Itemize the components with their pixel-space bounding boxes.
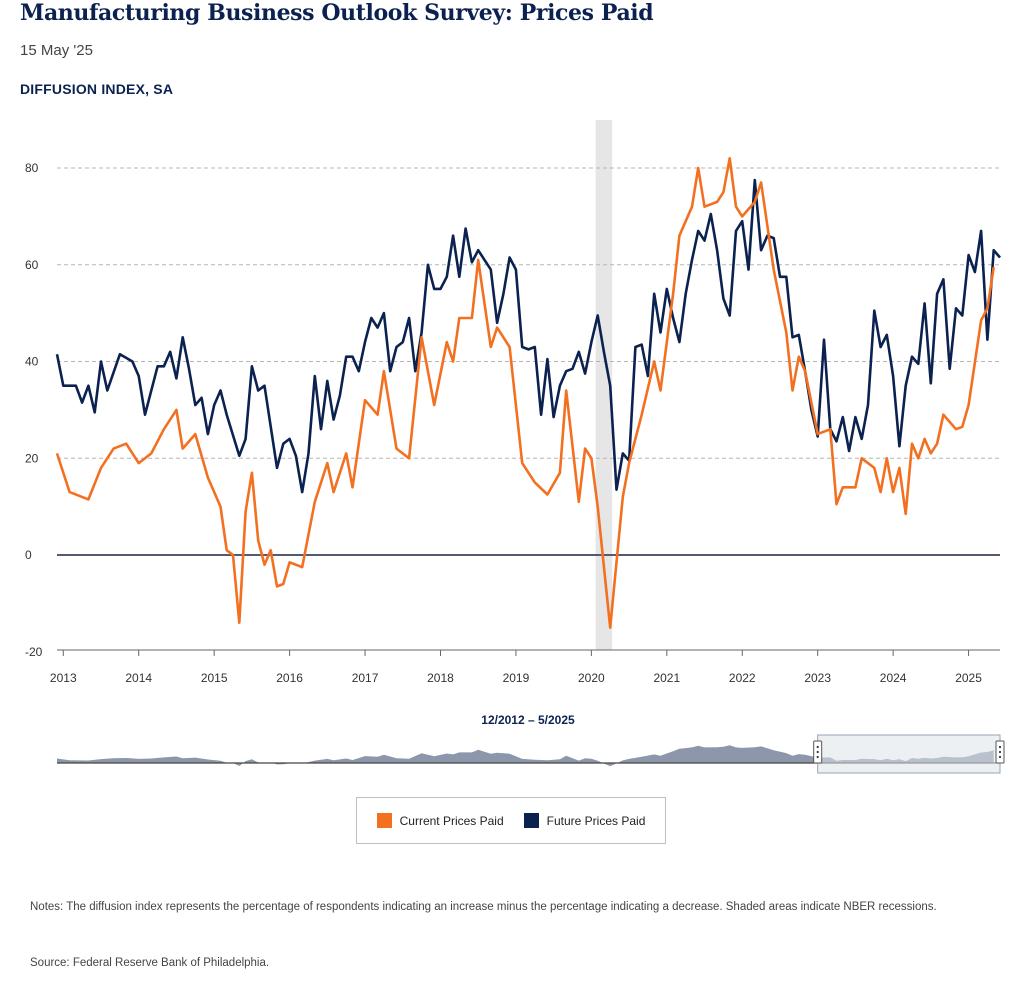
y-tick-label: 60 bbox=[25, 258, 39, 272]
handle-dot bbox=[998, 750, 1002, 754]
range-navigator[interactable] bbox=[57, 734, 1005, 774]
legend: Current Prices Paid Future Prices Paid bbox=[356, 797, 666, 844]
future-swatch bbox=[523, 813, 539, 828]
chart-title: Manufacturing Business Outlook Survey: P… bbox=[20, 0, 654, 26]
release-date: 15 May '25 bbox=[20, 42, 93, 59]
y-tick-label: -20 bbox=[25, 645, 43, 659]
grid-lines bbox=[57, 167, 1000, 556]
x-tick-label: 2025 bbox=[955, 671, 982, 685]
y-tick-label: 20 bbox=[25, 451, 39, 465]
y-tick-label: 40 bbox=[25, 355, 39, 369]
handle-dot bbox=[816, 750, 819, 754]
x-tick-label: 2016 bbox=[276, 671, 303, 685]
x-tick-label: 2019 bbox=[503, 671, 530, 685]
notes: Notes: The diffusion index represents th… bbox=[30, 901, 937, 913]
x-axis: 2013 2014 2015 2016 2017 2018 2019 2020 2021 2022… bbox=[50, 649, 1000, 685]
y-tick-label: 80 bbox=[25, 161, 39, 175]
navigator-window bbox=[817, 734, 1001, 774]
navigator-range-label: 12/2012 – 5/2025 bbox=[481, 713, 575, 727]
x-tick-label: 2017 bbox=[352, 671, 379, 685]
y-tick-label: 0 bbox=[25, 548, 32, 562]
x-tick-label: 2021 bbox=[653, 671, 680, 685]
series-group bbox=[55, 157, 1001, 629]
future-prices-line bbox=[55, 178, 1001, 494]
legend-label-current: Current Prices Paid bbox=[399, 813, 504, 828]
x-tick-label: 2013 bbox=[50, 671, 77, 685]
handle-dot bbox=[998, 755, 1002, 759]
legend-item-current[interactable]: Current Prices Paid bbox=[376, 813, 504, 828]
source: Source: Federal Reserve Bank of Philadel… bbox=[30, 957, 270, 969]
x-tick-label: 2023 bbox=[804, 671, 831, 685]
y-axis: -20 0 20 40 60 80 bbox=[25, 161, 43, 659]
current-swatch bbox=[376, 813, 392, 828]
x-tick-label: 2014 bbox=[125, 671, 152, 685]
x-tick-label: 2018 bbox=[427, 671, 454, 685]
legend-label-future: Future Prices Paid bbox=[546, 813, 646, 828]
navigator-handle-left[interactable] bbox=[813, 740, 823, 764]
handle-dot bbox=[998, 745, 1002, 749]
current-prices-line bbox=[55, 157, 995, 629]
x-tick-label: 2015 bbox=[201, 671, 228, 685]
x-tick-label: 2024 bbox=[880, 671, 907, 685]
handle-dot bbox=[816, 745, 819, 749]
x-tick-label: 2020 bbox=[578, 671, 605, 685]
navigator-area bbox=[57, 745, 994, 767]
navigator-handle-right[interactable] bbox=[995, 740, 1005, 764]
chart-subtitle: DIFFUSION INDEX, SA bbox=[20, 81, 174, 97]
legend-item-future[interactable]: Future Prices Paid bbox=[523, 813, 646, 828]
x-tick-label: 2022 bbox=[729, 671, 756, 685]
handle-dot bbox=[816, 755, 819, 759]
